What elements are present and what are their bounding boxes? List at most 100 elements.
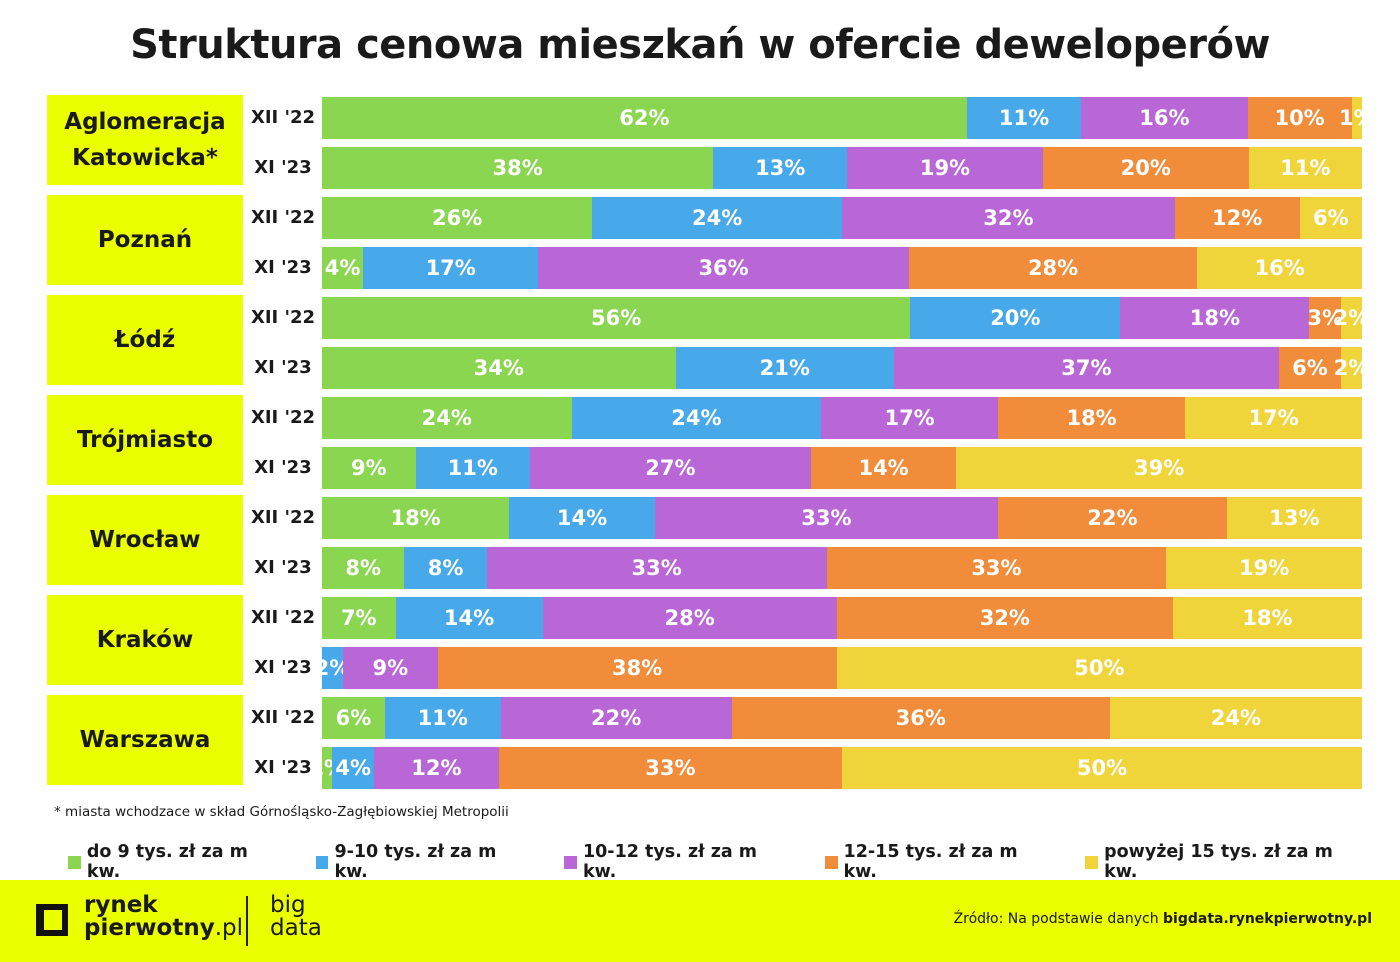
data-label: 22% — [1087, 506, 1138, 530]
bar-segment — [343, 647, 438, 689]
bar-segment — [322, 697, 386, 739]
bar-segment — [713, 147, 848, 189]
bar-segment — [395, 597, 543, 639]
data-label: 12% — [411, 756, 462, 780]
legend-swatch — [564, 855, 577, 869]
stacked-bar: 8% 8% 33% 33% 19% — [322, 547, 1362, 589]
footer: rynek pierwotny.pl big data Źródło: Na p… — [0, 880, 1400, 962]
data-label: 6% — [1292, 356, 1328, 380]
city-label: Łódź — [47, 295, 243, 385]
bar-segment — [1042, 147, 1249, 189]
bar-segment — [498, 747, 842, 789]
legend-item: 12-15 tys. zł za m kw. — [824, 842, 1056, 882]
source-prefix: Źródło: Na podstawie danych — [953, 911, 1164, 927]
bar-segment — [322, 97, 967, 139]
bar-segment — [810, 447, 957, 489]
data-label: 50% — [1074, 656, 1125, 680]
data-label: 4% — [324, 256, 361, 280]
bar-segment — [486, 547, 827, 589]
data-label: 14% — [858, 456, 909, 480]
data-label: 16% — [1139, 106, 1190, 130]
bar-segment — [322, 297, 911, 339]
bar-segment — [1248, 147, 1362, 189]
data-label: 19% — [919, 156, 971, 180]
bar-segment — [322, 647, 343, 689]
stacked-bar: 9% 11% 27% 14% 39% — [322, 447, 1362, 489]
bar-segment — [322, 747, 333, 789]
stacked-bar: 18% 14% 33% 22% 13% — [322, 497, 1362, 539]
bar-segment — [1081, 97, 1248, 139]
period-label: XI '23 — [254, 357, 312, 378]
data-label: 36% — [895, 706, 946, 730]
bar-segment — [500, 697, 732, 739]
period-label: XII '22 — [250, 207, 316, 228]
stacked-bar: 26% 24% 32% 12% 6% — [322, 197, 1362, 239]
bar-segment — [1120, 297, 1310, 339]
stacked-bar: 38% 13% 19% 20% 11% — [322, 147, 1362, 189]
bar-segment — [437, 647, 837, 689]
bar-segment — [1109, 697, 1362, 739]
bar-segment — [1185, 397, 1362, 439]
legend-item: 9-10 tys. zł za m kw. — [315, 842, 535, 882]
city-label: Kraków — [47, 595, 243, 685]
period-label: XI '23 — [254, 457, 312, 478]
bar-segment — [322, 547, 405, 589]
stacked-bar: 34% 21% 37% 6% 2% — [322, 347, 1369, 389]
data-label: 62% — [619, 106, 670, 130]
data-label: 32% — [979, 606, 1030, 630]
bar-segment — [1172, 597, 1362, 639]
data-label: 14% — [443, 606, 495, 630]
legend-label: 9-10 tys. zł za m kw. — [334, 842, 497, 882]
city-label: Aglomeracja Katowicka* — [47, 95, 243, 185]
stacked-bar: 56% 20% 18% 3% 2% — [322, 297, 1369, 339]
data-label: 33% — [801, 506, 852, 530]
data-label: 9% — [372, 656, 409, 680]
bar-segment — [1299, 197, 1362, 239]
data-label: 12% — [1212, 206, 1263, 230]
bar-segment — [322, 247, 364, 289]
data-label: 39% — [1134, 456, 1185, 480]
data-label: 26% — [432, 206, 483, 230]
stacked-bar: 24% 24% 17% 18% 17% — [322, 397, 1362, 439]
bar-segment — [538, 247, 909, 289]
data-label: 2% — [1333, 356, 1370, 380]
bar-segment — [1278, 347, 1342, 389]
bar-segment — [509, 497, 655, 539]
data-label: 34% — [473, 356, 524, 380]
data-label: 8% — [345, 556, 382, 580]
period-label: XII '22 — [250, 307, 316, 328]
legend-label: do 9 tys. zł za m kw. — [86, 842, 248, 882]
city-label: Trójmiasto — [47, 395, 243, 485]
bar-segment — [571, 397, 822, 439]
bar-segment — [842, 747, 1362, 789]
data-label: 4% — [335, 756, 372, 780]
stacked-bar: 6% 11% 22% 36% 24% — [322, 697, 1362, 739]
data-label: 20% — [990, 306, 1041, 330]
chart-title: Struktura cenowa mieszkań w ofercie dewe… — [130, 22, 1270, 68]
data-label: 11% — [417, 706, 468, 730]
legend-swatch — [824, 855, 838, 869]
city-label: Warszawa — [47, 695, 243, 785]
period-label: XI '23 — [254, 257, 312, 278]
bar-segment — [956, 447, 1362, 489]
bar-segment — [415, 447, 530, 489]
data-label: 9% — [350, 456, 387, 480]
data-label: 11% — [998, 106, 1050, 130]
logo-text-line2: pierwotny.pl — [84, 916, 243, 940]
data-label: 13% — [755, 156, 806, 180]
data-label: 14% — [556, 506, 608, 530]
data-label: 7% — [340, 606, 377, 630]
legend-swatch — [315, 855, 329, 869]
period-label: XI '23 — [254, 157, 312, 178]
data-label: 8% — [427, 556, 464, 580]
data-label: 33% — [631, 556, 682, 580]
bar-segment — [1174, 197, 1300, 239]
period-label: XII '22 — [250, 607, 316, 628]
source-link[interactable]: bigdata.rynekpierwotny.pl — [1163, 911, 1372, 927]
bar-segment — [363, 247, 539, 289]
data-label: 3% — [1307, 306, 1344, 330]
data-label: 18% — [1189, 306, 1241, 330]
data-label: 33% — [971, 556, 1022, 580]
data-label: 17% — [425, 256, 476, 280]
bar-segment — [322, 397, 572, 439]
